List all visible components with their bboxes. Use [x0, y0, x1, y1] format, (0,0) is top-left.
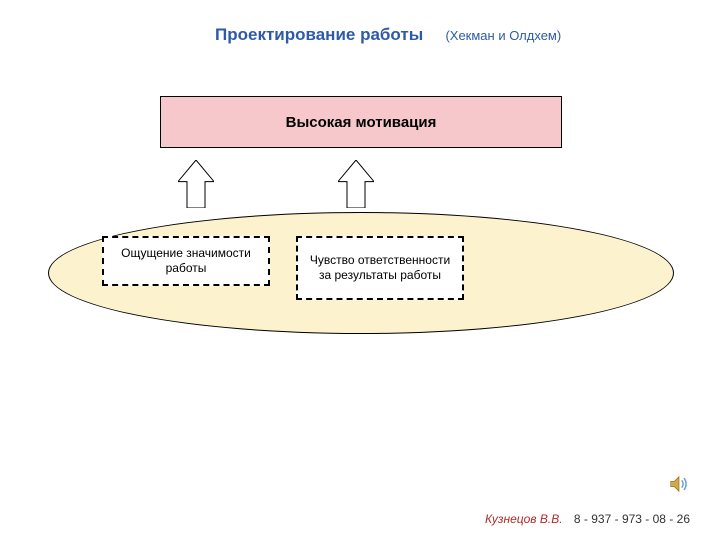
factor-label: Чувство ответственности за результаты ра…: [304, 253, 456, 283]
author-name: Кузнецов В.В.: [485, 512, 563, 526]
up-arrow-1: [178, 160, 214, 208]
sound-icon: [668, 473, 690, 500]
factor-box-2: Чувство ответственности за результаты ра…: [296, 236, 464, 300]
title-sub: (Хекман и Олдхем): [445, 28, 561, 43]
factor-box-1: Ощущение значимости работы: [102, 236, 270, 286]
slide-canvas: Проектирование работы (Хекман и Олдхем) …: [0, 0, 720, 540]
author-phone: 8 - 937 - 973 - 08 - 26: [574, 512, 690, 526]
motivation-label: Высокая мотивация: [286, 114, 437, 131]
up-arrow-2: [338, 160, 374, 208]
title-main: Проектирование работы: [215, 25, 423, 44]
footer: Кузнецов В.В. 8 - 937 - 973 - 08 - 26: [485, 512, 690, 526]
factor-label: Ощущение значимости работы: [110, 246, 262, 276]
motivation-box: Высокая мотивация: [160, 96, 562, 148]
slide-title: Проектирование работы (Хекман и Олдхем): [215, 24, 585, 47]
